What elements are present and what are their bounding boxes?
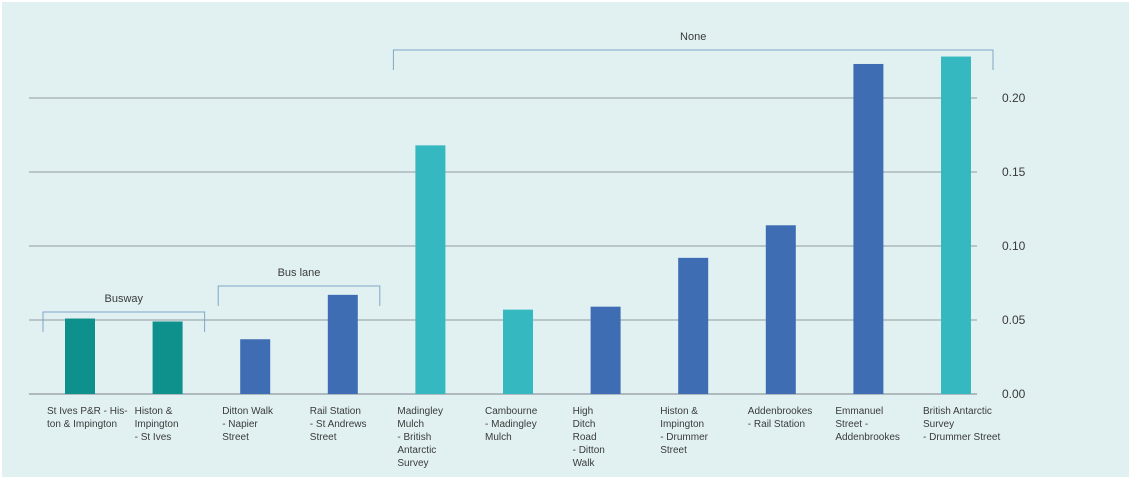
bars bbox=[65, 56, 971, 395]
x-tick-label: St Ives P&R - His-ton & Impington bbox=[47, 406, 128, 430]
y-tick-label: 0.20 bbox=[1002, 91, 1026, 105]
y-tick-label: 0.10 bbox=[1002, 239, 1026, 253]
bar bbox=[415, 145, 446, 394]
bar bbox=[765, 225, 796, 394]
x-tick-label: Cambourne - Madingley Mulch bbox=[485, 406, 538, 443]
bar bbox=[941, 56, 971, 395]
bar bbox=[590, 306, 621, 394]
bar bbox=[152, 321, 183, 394]
group-brackets: Busway Bus lane None bbox=[42, 31, 994, 332]
bar bbox=[678, 257, 709, 394]
y-tick-label: 0.05 bbox=[1002, 313, 1026, 327]
group-bracket bbox=[42, 311, 206, 332]
group-bracket bbox=[217, 285, 381, 306]
x-tick-label: Histon & Impington - Drummer Street bbox=[660, 406, 708, 456]
bar bbox=[327, 294, 358, 394]
x-tick-label: Emmanuel Street -Addenbrookes bbox=[835, 406, 900, 443]
group-label: None bbox=[680, 31, 706, 43]
group-label: Busway bbox=[105, 293, 144, 305]
x-tick-label: British Antarctic Survey - Drummer Street bbox=[923, 406, 1000, 443]
x-tick-label: Addenbrookes - Rail Station bbox=[748, 406, 813, 430]
x-tick-label: Rail Station - St Andrews Street bbox=[310, 406, 367, 443]
y-tick-label: 0.15 bbox=[1002, 165, 1026, 179]
x-tick-label: Histon & Impington - St Ives bbox=[135, 406, 179, 443]
x-tick-label: High Ditch Road - Ditton Walk bbox=[573, 406, 605, 469]
x-tick-label: Madingley Mulch - British Antarctic Survey bbox=[397, 406, 443, 469]
group-label: Bus lane bbox=[278, 267, 321, 279]
x-tick-label: Ditton Walk - Napier Street bbox=[222, 406, 274, 443]
y-axis-ticks: 0.00 0.05 0.10 0.15 0.20 bbox=[1002, 91, 1026, 401]
group-bracket bbox=[392, 49, 994, 70]
bar bbox=[65, 318, 95, 394]
bar bbox=[853, 63, 884, 395]
x-axis-labels: St Ives P&R - His-ton & Impington Histon … bbox=[47, 406, 1000, 469]
y-tick-label: 0.00 bbox=[1002, 387, 1026, 401]
bar bbox=[240, 339, 271, 394]
bar bbox=[503, 309, 533, 394]
